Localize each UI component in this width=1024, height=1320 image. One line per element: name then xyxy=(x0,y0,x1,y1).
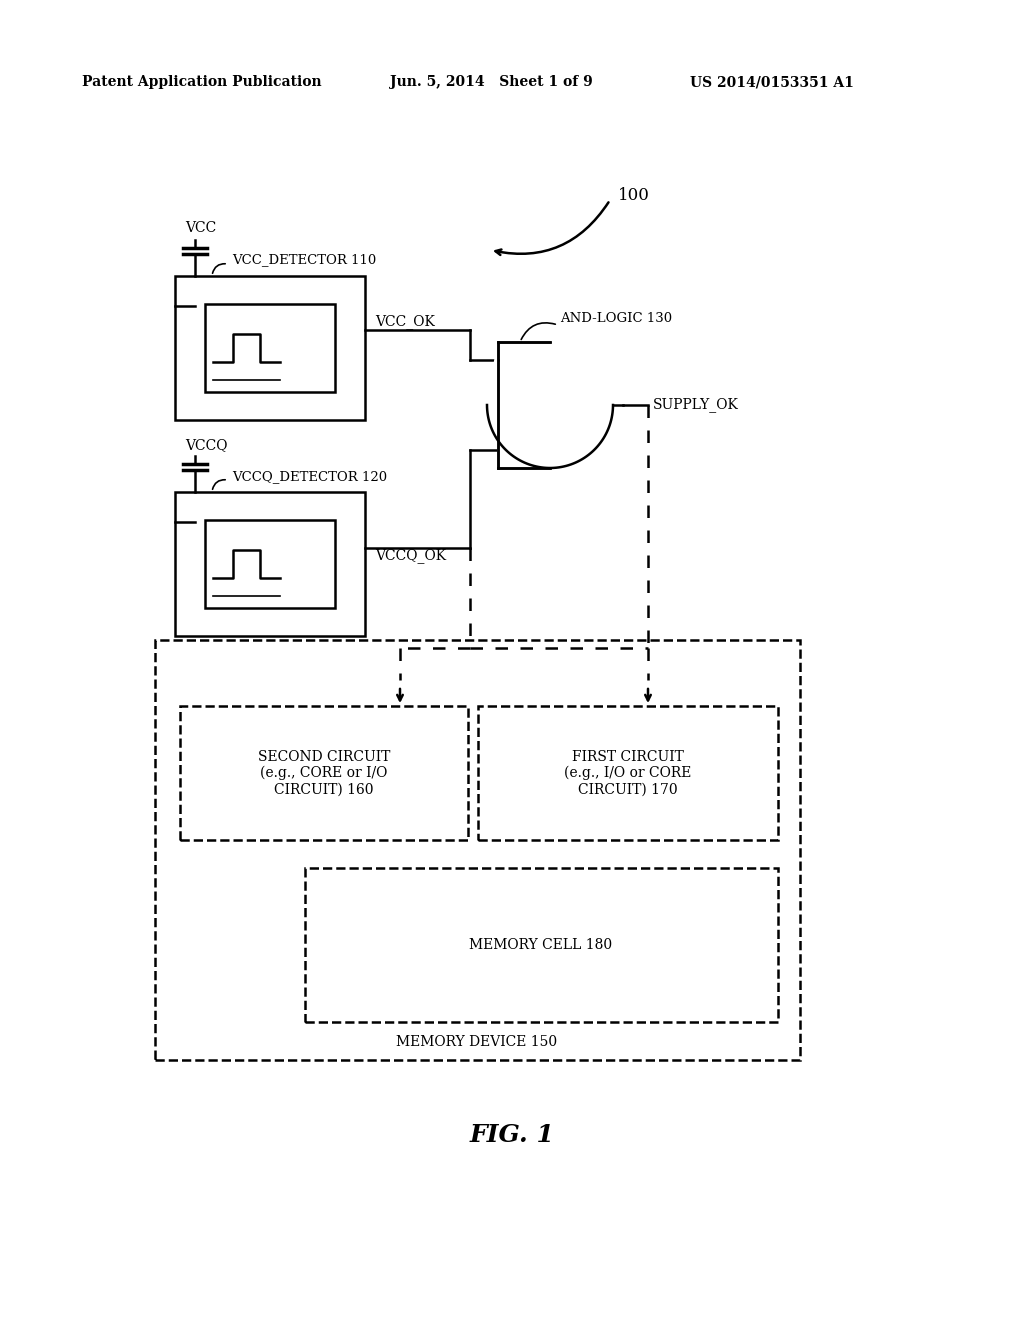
Text: FIG. 1: FIG. 1 xyxy=(470,1123,554,1147)
Text: AND-LOGIC 130: AND-LOGIC 130 xyxy=(560,312,672,325)
Polygon shape xyxy=(487,342,613,469)
Text: SUPPLY_OK: SUPPLY_OK xyxy=(653,397,739,412)
Text: US 2014/0153351 A1: US 2014/0153351 A1 xyxy=(690,75,854,88)
FancyBboxPatch shape xyxy=(180,706,468,840)
Text: VCC_DETECTOR 110: VCC_DETECTOR 110 xyxy=(232,253,376,267)
Text: VCCQ_DETECTOR 120: VCCQ_DETECTOR 120 xyxy=(232,470,387,483)
Text: VCCQ: VCCQ xyxy=(185,438,227,451)
Text: MEMORY CELL 180: MEMORY CELL 180 xyxy=(469,939,612,952)
Text: Patent Application Publication: Patent Application Publication xyxy=(82,75,322,88)
Text: 100: 100 xyxy=(618,186,650,203)
FancyBboxPatch shape xyxy=(205,520,335,609)
FancyBboxPatch shape xyxy=(305,869,778,1022)
Text: VCCQ_OK: VCCQ_OK xyxy=(375,549,446,564)
Text: Jun. 5, 2014   Sheet 1 of 9: Jun. 5, 2014 Sheet 1 of 9 xyxy=(390,75,593,88)
FancyBboxPatch shape xyxy=(155,640,800,1060)
Text: FIRST CIRCUIT
(e.g., I/O or CORE
CIRCUIT) 170: FIRST CIRCUIT (e.g., I/O or CORE CIRCUIT… xyxy=(564,750,691,796)
FancyBboxPatch shape xyxy=(175,276,365,420)
Text: VCC: VCC xyxy=(185,220,216,235)
FancyBboxPatch shape xyxy=(205,304,335,392)
FancyBboxPatch shape xyxy=(478,706,778,840)
Text: VCC_OK: VCC_OK xyxy=(375,314,435,330)
Text: MEMORY DEVICE 150: MEMORY DEVICE 150 xyxy=(396,1035,557,1049)
FancyBboxPatch shape xyxy=(175,492,365,636)
Text: SECOND CIRCUIT
(e.g., CORE or I/O
CIRCUIT) 160: SECOND CIRCUIT (e.g., CORE or I/O CIRCUI… xyxy=(258,750,390,796)
